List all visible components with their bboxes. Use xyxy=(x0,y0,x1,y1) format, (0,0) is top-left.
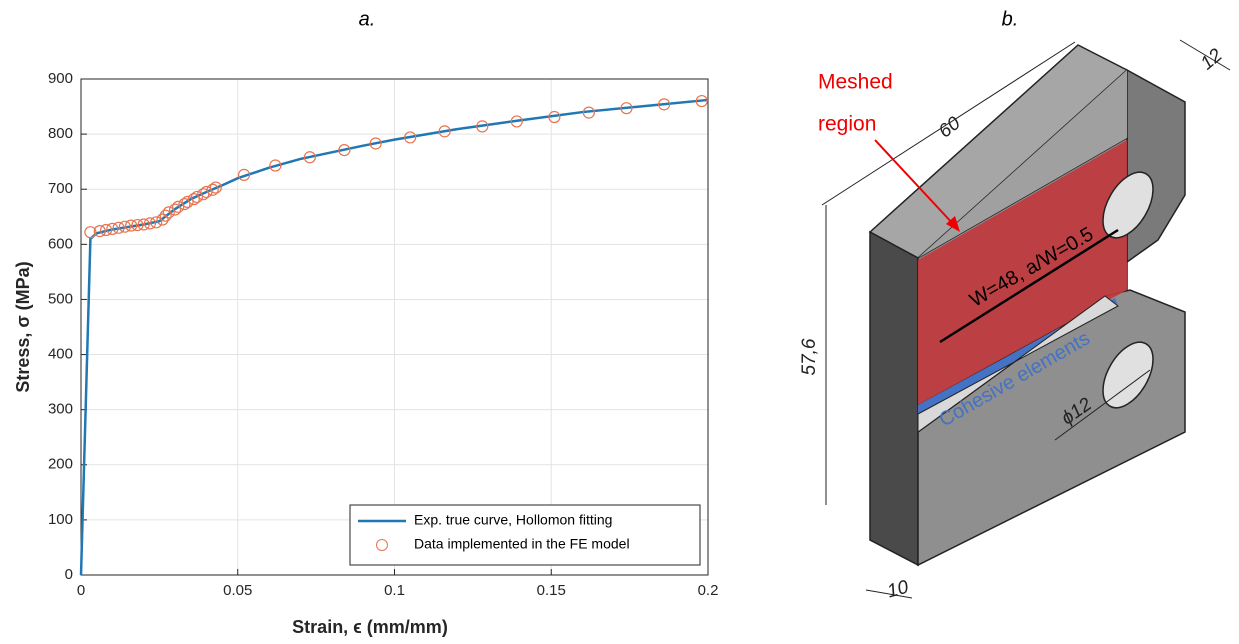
y-tick-label: 700 xyxy=(48,180,73,197)
dimension-label: 12 xyxy=(1197,45,1227,75)
x-tick-label: 0.2 xyxy=(698,582,719,599)
y-tick-label: 0 xyxy=(65,566,73,583)
end-face xyxy=(1127,70,1185,262)
x-axis-label: Strain, ϵ (mm/mm) xyxy=(292,617,448,637)
dimension-label: 10 xyxy=(885,577,911,603)
annotation: Meshed xyxy=(818,71,893,94)
y-tick-label: 300 xyxy=(48,401,73,418)
x-tick-label: 0 xyxy=(77,582,85,599)
x-tick-label: 0.1 xyxy=(384,582,405,599)
panel-label: b. xyxy=(1002,8,1019,30)
y-tick-label: 500 xyxy=(48,290,73,307)
y-tick-label: 600 xyxy=(48,235,73,252)
y-tick-label: 100 xyxy=(48,511,73,528)
chart xyxy=(81,79,708,575)
y-tick-label: 800 xyxy=(48,125,73,142)
annotation: region xyxy=(818,113,876,136)
y-tick-label: 900 xyxy=(48,70,73,87)
y-axis-label: Stress, σ (MPa) xyxy=(13,261,33,392)
legend-label: Exp. true curve, Hollomon fitting xyxy=(414,512,612,528)
dimension-label: 57,6 xyxy=(799,338,820,375)
legend-label: Data implemented in the FE model xyxy=(414,536,630,552)
x-tick-label: 0.15 xyxy=(537,582,566,599)
dimension-label: 60 xyxy=(935,113,965,143)
y-tick-label: 400 xyxy=(48,346,73,363)
specimen-diagram: Meshed region 60 12 57,6 W=48, a/W=0.5 C… xyxy=(799,40,1230,602)
legend: Exp. true curve, Hollomon fitting Data im… xyxy=(350,505,700,565)
side-face xyxy=(870,232,918,565)
y-tick-label: 200 xyxy=(48,456,73,473)
panel-label: a. xyxy=(359,8,376,30)
figure: a. b. Strain, ϵ (mm/mm) Stress, σ (MPa) … xyxy=(0,0,1239,644)
x-tick-label: 0.05 xyxy=(223,582,252,599)
